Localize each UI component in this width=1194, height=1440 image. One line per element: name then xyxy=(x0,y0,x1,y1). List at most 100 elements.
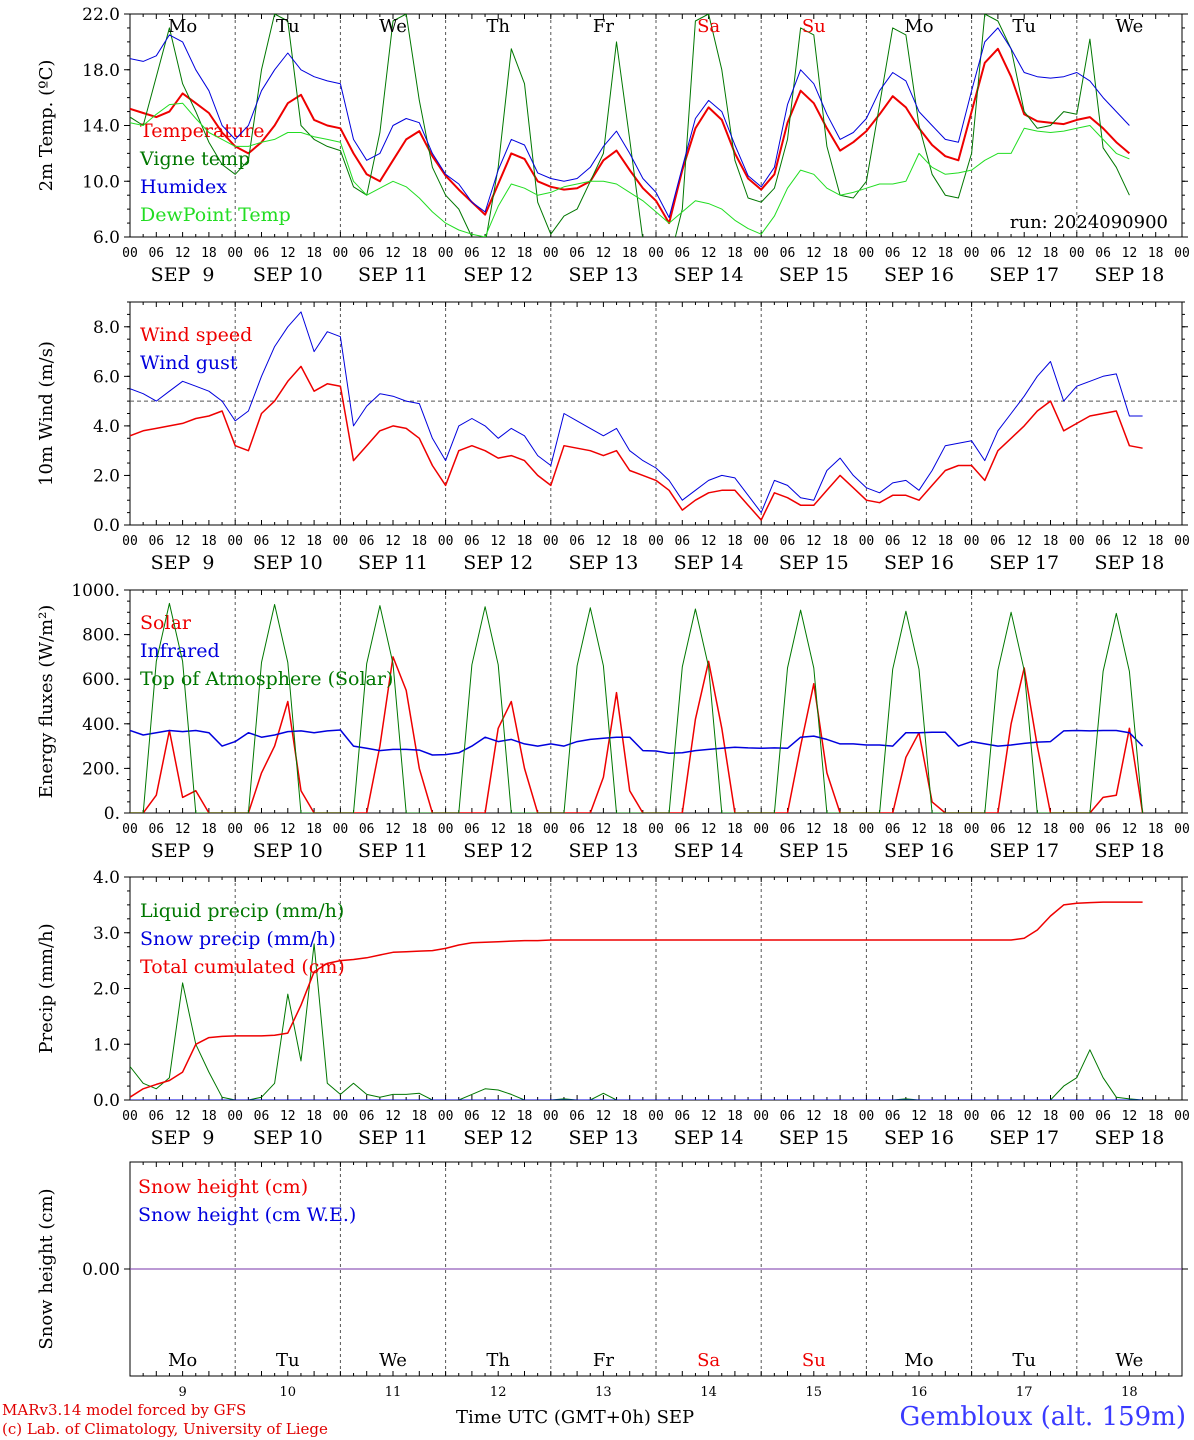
y-tick-label: 3.0 xyxy=(93,924,120,944)
hour-tick-label: 12 xyxy=(385,822,401,837)
hour-tick-label: 06 xyxy=(1095,822,1111,837)
hour-tick-label: 12 xyxy=(385,534,401,549)
day-name-label: Sa xyxy=(697,16,720,37)
hour-tick-label: 12 xyxy=(596,1109,612,1124)
hour-tick-label: 18 xyxy=(1148,246,1164,261)
hour-tick-label: 00 xyxy=(227,822,243,837)
hour-tick-label: 00 xyxy=(333,1109,349,1124)
hour-tick-label: 00 xyxy=(648,246,664,261)
hour-tick-label: 00 xyxy=(964,822,980,837)
day-name-label: Tu xyxy=(1012,16,1036,37)
hour-tick-label: 06 xyxy=(359,822,375,837)
hour-tick-label: 00 xyxy=(1174,822,1190,837)
day-name-label: Th xyxy=(486,1350,510,1371)
date-label: SEP 18 xyxy=(1094,552,1164,574)
day-name-label: Mo xyxy=(904,16,933,37)
hour-tick-label: 12 xyxy=(490,1109,506,1124)
date-label: SEP 13 xyxy=(568,264,638,286)
hour-tick-label: 00 xyxy=(648,1109,664,1124)
hour-tick-label: 00 xyxy=(438,822,454,837)
hour-tick-label: 06 xyxy=(674,534,690,549)
date-label: SEP 9 xyxy=(151,264,215,286)
date-label: SEP 14 xyxy=(674,840,744,862)
hour-tick-label: 06 xyxy=(1095,246,1111,261)
hour-tick-label: 12 xyxy=(175,822,191,837)
hour-tick-label: 12 xyxy=(1016,1109,1032,1124)
hour-tick-label: 00 xyxy=(543,534,559,549)
hour-tick-label: 06 xyxy=(359,534,375,549)
legend-entry: DewPoint Temp xyxy=(140,204,291,226)
hour-tick-label: 00 xyxy=(122,534,138,549)
date-label: SEP 11 xyxy=(358,264,428,286)
hour-tick-label: 00 xyxy=(1174,246,1190,261)
y-axis-label: 10m Wind (m/s) xyxy=(36,341,57,486)
legend-entry: Solar xyxy=(140,612,192,634)
hour-tick-label: 06 xyxy=(464,822,480,837)
hour-tick-label: 00 xyxy=(753,1109,769,1124)
hour-tick-label: 00 xyxy=(333,246,349,261)
hour-tick-label: 06 xyxy=(990,1109,1006,1124)
hour-tick-label: 00 xyxy=(964,1109,980,1124)
legend-entry: Snow precip (mm/h) xyxy=(140,928,336,950)
hour-tick-label: 12 xyxy=(175,1109,191,1124)
hour-tick-label: 12 xyxy=(280,246,296,261)
hour-tick-label: 12 xyxy=(701,1109,717,1124)
hour-tick-label: 06 xyxy=(464,534,480,549)
panel-1: 6.0 10.0 14.0 18.0 22.0 2m Temp. (ºC) Temperat… xyxy=(36,5,1190,286)
y-tick-label: 0. xyxy=(104,804,120,824)
hour-tick-label: 18 xyxy=(1043,534,1059,549)
hour-tick-label: 00 xyxy=(227,1109,243,1124)
y-axis-label: 2m Temp. (ºC) xyxy=(36,60,57,192)
hour-tick-label: 06 xyxy=(569,246,585,261)
hour-tick-label: 18 xyxy=(937,1109,953,1124)
day-name-label: We xyxy=(379,1350,407,1371)
panel-2: 0.0 2.0 4.0 6.0 8.0 10m Wind (m/s) Wind speed W… xyxy=(36,301,1190,574)
hour-tick-label: 12 xyxy=(490,822,506,837)
hour-tick-label: 06 xyxy=(885,246,901,261)
hour-tick-label: 00 xyxy=(859,822,875,837)
series-line-wind-gust xyxy=(130,311,1143,514)
hour-tick-label: 06 xyxy=(885,822,901,837)
series-line-dewpoint-temp xyxy=(130,102,1130,237)
hour-tick-label: 18 xyxy=(622,822,638,837)
y-axis-label: Snow height (cm) xyxy=(36,1188,57,1349)
hour-tick-label: 18 xyxy=(411,1109,427,1124)
legend-entry: Total cumulated (cm) xyxy=(140,956,345,978)
day-name-label: Sa xyxy=(697,1350,720,1371)
hour-tick-label: 00 xyxy=(438,1109,454,1124)
hour-tick-label: 00 xyxy=(1069,1109,1085,1124)
day-name-label: Mo xyxy=(168,1350,197,1371)
hour-tick-label: 06 xyxy=(885,1109,901,1124)
date-label: SEP 11 xyxy=(358,840,428,862)
date-label: SEP 17 xyxy=(989,840,1059,862)
hour-tick-label: 00 xyxy=(1069,534,1085,549)
date-label: SEP 16 xyxy=(884,840,954,862)
date-label: SEP 12 xyxy=(463,264,533,286)
y-tick-label: 600. xyxy=(82,670,120,690)
hour-tick-label: 18 xyxy=(727,822,743,837)
hour-tick-label: 00 xyxy=(859,534,875,549)
hour-tick-label: 06 xyxy=(464,1109,480,1124)
model-credit: MARv3.14 model forced by GFS xyxy=(2,1401,247,1419)
legend-entry: Snow height (cm) xyxy=(138,1176,308,1198)
panel-3: 0. 200. 400. 600. 800. 1000. Energy fluxes (W/… xyxy=(36,581,1190,862)
date-label: SEP 14 xyxy=(674,1127,744,1149)
hour-tick-label: 00 xyxy=(438,534,454,549)
day-name-label: Fr xyxy=(593,1350,614,1371)
day-name-label: Fr xyxy=(593,16,614,37)
legend-entry: Liquid precip (mm/h) xyxy=(140,900,344,922)
hour-tick-label: 06 xyxy=(148,822,164,837)
legend-entry: Wind speed xyxy=(140,324,252,346)
hour-tick-label: 18 xyxy=(517,534,533,549)
hour-tick-label: 18 xyxy=(306,822,322,837)
y-tick-label: 4.0 xyxy=(93,417,120,437)
hour-tick-label: 18 xyxy=(201,246,217,261)
hour-tick-label: 12 xyxy=(385,1109,401,1124)
hour-tick-label: 18 xyxy=(937,534,953,549)
day-number-label: 17 xyxy=(1016,1385,1033,1400)
y-axis-label: Precip (mm/h) xyxy=(36,923,57,1053)
date-label: SEP 12 xyxy=(463,840,533,862)
date-label: SEP 12 xyxy=(463,552,533,574)
hour-tick-label: 06 xyxy=(254,534,270,549)
hour-tick-label: 06 xyxy=(990,822,1006,837)
